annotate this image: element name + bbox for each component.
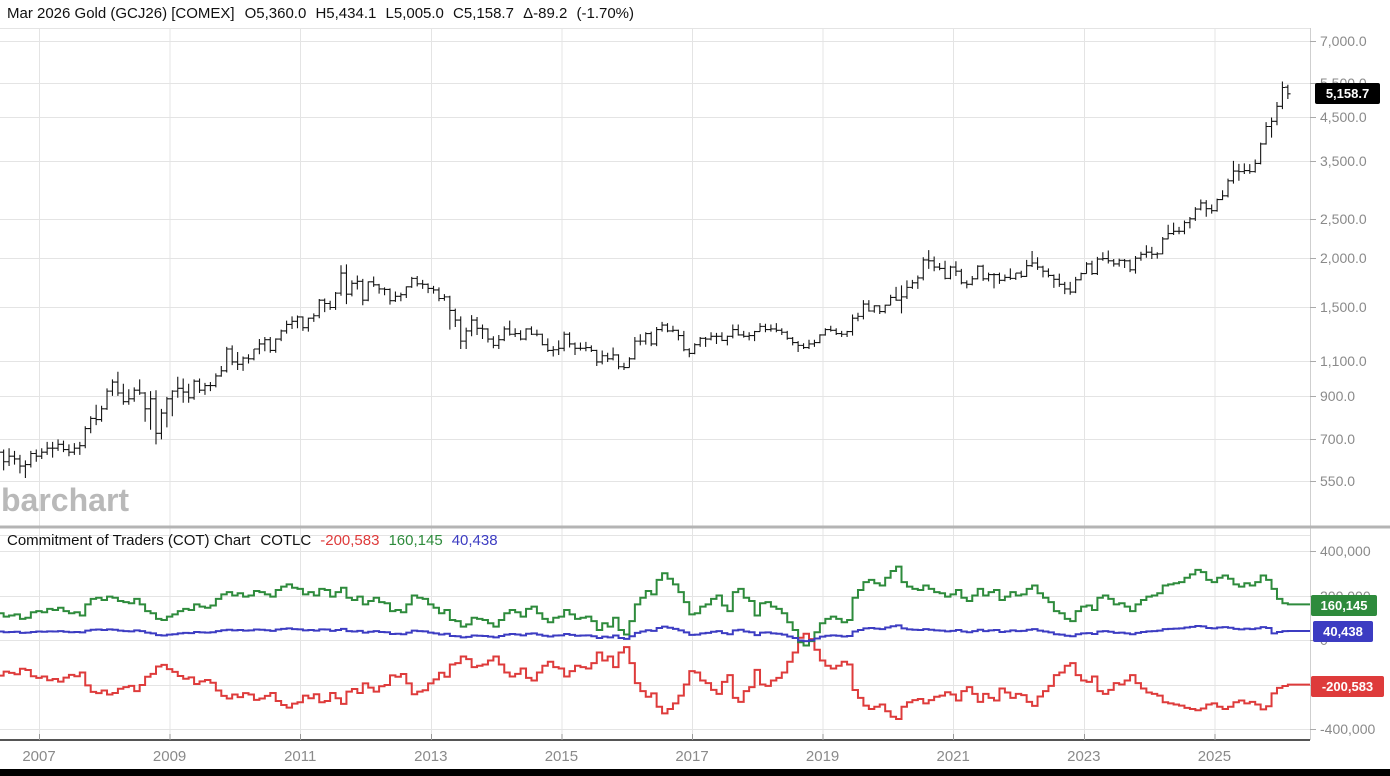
svg-text:2009: 2009 — [153, 748, 186, 765]
gridlines — [0, 28, 1310, 740]
cot-small-specs-value: 40,438 — [451, 532, 498, 549]
cot-large-specs-value: 160,145 — [388, 532, 443, 549]
svg-text:2021: 2021 — [937, 748, 970, 765]
last-price-badge: 5,158.7 — [1315, 83, 1380, 104]
svg-text:2,500.0: 2,500.0 — [1320, 211, 1367, 227]
svg-text:2015: 2015 — [545, 748, 578, 765]
price-chart-title: Mar 2026 Gold (GCJ26) [COMEX] O5,360.0 H5… — [7, 5, 634, 22]
svg-text:400,000: 400,000 — [1320, 543, 1371, 559]
svg-text:2019: 2019 — [806, 748, 839, 765]
cot-series-red — [0, 632, 1310, 720]
svg-text:2013: 2013 — [414, 748, 447, 765]
cot-series-blue — [0, 624, 1310, 643]
svg-text:4,500.0: 4,500.0 — [1320, 109, 1367, 125]
barchart-logo: barchart — [1, 482, 130, 518]
svg-text:1,100.0: 1,100.0 — [1320, 353, 1367, 369]
svg-text:-400,000: -400,000 — [1320, 721, 1375, 737]
svg-text:2023: 2023 — [1067, 748, 1100, 765]
price-ohlc-bars — [0, 81, 1291, 478]
bottom-bar — [0, 769, 1390, 776]
svg-text:700.0: 700.0 — [1320, 431, 1355, 447]
svg-text:900.0: 900.0 — [1320, 388, 1355, 404]
svg-text:2025: 2025 — [1198, 748, 1231, 765]
cot-commercials-value: -200,583 — [320, 532, 380, 549]
cot-chart-title: Commitment of Traders (COT) Chart — [7, 532, 251, 549]
axes: 7,000.05,500.04,500.03,500.02,500.02,000… — [0, 28, 1375, 765]
large-specs-badge: 160,145 — [1311, 595, 1377, 616]
panel-divider — [0, 525, 1390, 529]
svg-text:1,500.0: 1,500.0 — [1320, 299, 1367, 315]
cot-symbol: COTLC — [260, 532, 312, 549]
ohlc-summary: O5,360.0 H5,434.1 L5,005.0 C5,158.7 Δ-89… — [244, 5, 635, 22]
svg-text:2,000.0: 2,000.0 — [1320, 250, 1367, 266]
cot-series-green — [0, 565, 1310, 647]
small-specs-badge: 40,438 — [1313, 621, 1373, 642]
svg-text:2017: 2017 — [675, 748, 708, 765]
svg-text:550.0: 550.0 — [1320, 473, 1355, 489]
instrument-label: Mar 2026 Gold (GCJ26) [COMEX] — [7, 5, 235, 22]
svg-text:7,000.0: 7,000.0 — [1320, 33, 1367, 49]
svg-text:2007: 2007 — [22, 748, 55, 765]
svg-text:2011: 2011 — [284, 748, 316, 765]
commercials-badge: -200,583 — [1311, 676, 1384, 697]
svg-text:3,500.0: 3,500.0 — [1320, 153, 1367, 169]
cot-panel-title: Commitment of Traders (COT) Chart COTLC -2… — [7, 532, 498, 549]
